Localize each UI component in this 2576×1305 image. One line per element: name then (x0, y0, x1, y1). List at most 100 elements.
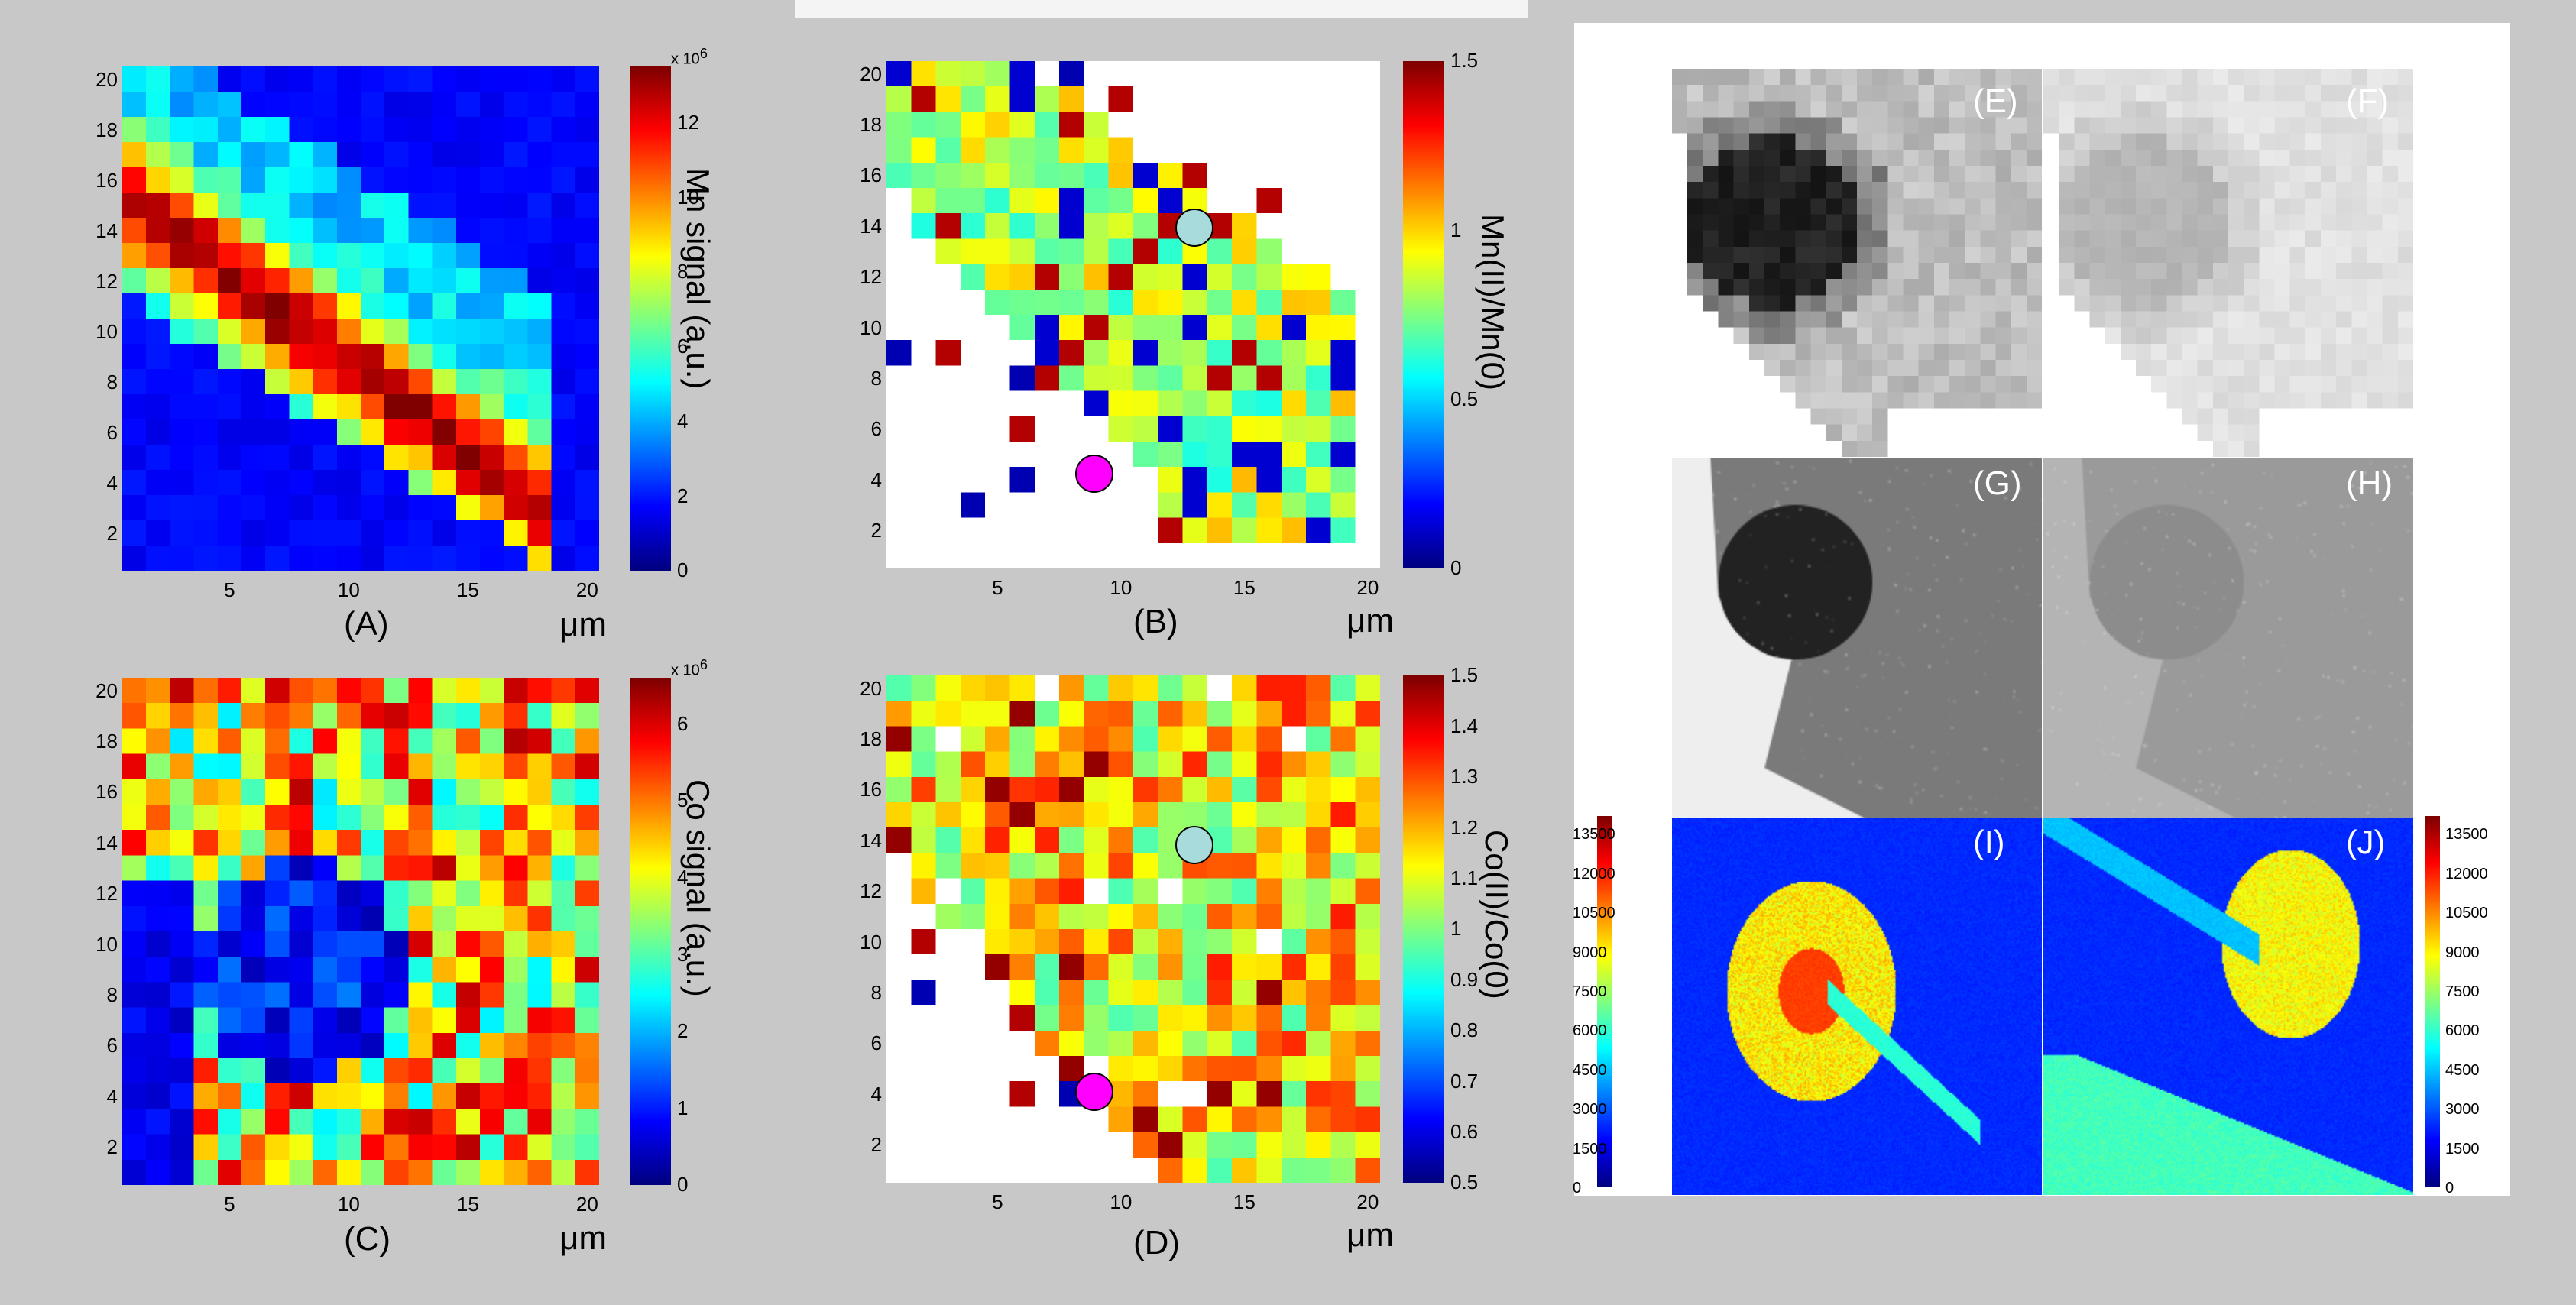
colorbar-tick-label: 10500 (2445, 905, 2488, 922)
heatmap-mn-signal (122, 66, 599, 571)
x-tick-label: 20 (575, 1193, 598, 1216)
x-tick-label: 10 (337, 1193, 360, 1216)
colorbar-tick-label: 3 (677, 942, 689, 966)
colorbar-title-d: Co(II)/Co(0) (1479, 830, 1515, 999)
y-tick-label: 10 (96, 932, 118, 956)
y-tick-label: 10 (860, 316, 882, 339)
markers-b (1075, 209, 1213, 493)
y-tick-label: 14 (96, 219, 118, 242)
x-tick-label: 10 (1110, 1190, 1132, 1213)
y-tick-label: 4 (106, 1084, 118, 1108)
y-tick-label: 10 (96, 319, 118, 343)
colorbar-tick-label: 0 (677, 559, 689, 582)
colorbar-tick-label: 1.3 (1450, 765, 1479, 789)
y-tick-label: 8 (870, 981, 882, 1004)
x-tick-label: 20 (1356, 576, 1379, 599)
colorbar-tick-label: 0 (677, 1173, 689, 1197)
y-tick-label: 20 (860, 62, 882, 86)
y-tick-label: 14 (860, 828, 882, 852)
y-tick-label: 18 (96, 730, 118, 753)
panel-label-a: (A) (344, 605, 389, 643)
colorbar-j (2425, 816, 2440, 1187)
heatmap-mn-ratio (886, 61, 1380, 568)
colorbar-mn-signal (630, 66, 671, 571)
colorbar-exponent-c: x 106 (671, 657, 708, 679)
marker-magenta-b (1075, 455, 1113, 493)
colorbar-tick-label: 0.7 (1450, 1069, 1479, 1093)
colorbar-tick-label: 13500 (2445, 826, 2488, 844)
colorbar-tick-label: 12000 (2445, 865, 2488, 882)
y-tick-label: 4 (870, 468, 882, 491)
colorbar-tick-label: 1.1 (1450, 866, 1479, 889)
x-tick-label: 10 (1110, 576, 1132, 599)
markers-d (1075, 826, 1213, 1111)
colorbar-tick-label: 12 (677, 110, 699, 134)
y-tick-label: 20 (96, 678, 118, 702)
x-tick-label: 10 (337, 578, 360, 601)
image-f-grayscale-pixelated (2043, 69, 2413, 457)
image-j-fluorescence (2043, 818, 2413, 1195)
colorbar-exponent-a: x 106 (671, 46, 708, 68)
y-tick-label: 2 (106, 1135, 118, 1159)
colorbar-title-a: Mn signal (a.u.) (680, 168, 716, 390)
colorbar-tick-label: 4 (677, 409, 689, 432)
y-tick-label: 16 (860, 164, 882, 187)
colorbar-co-signal (630, 678, 671, 1185)
y-tick-label: 14 (96, 831, 118, 854)
y-tick-label: 12 (860, 265, 882, 289)
panel-label-d: (D) (1133, 1224, 1181, 1261)
colorbar-tick-label: 1 (677, 1096, 689, 1119)
y-tick-label: 20 (860, 676, 882, 700)
y-tick-label: 18 (860, 113, 882, 136)
colorbar-tick-label: 1.4 (1450, 714, 1479, 737)
colorbar-tick-label: 7500 (1573, 983, 1607, 1000)
image-label-h: (H) (2346, 465, 2393, 502)
panel-label-c: (C) (344, 1220, 391, 1258)
y-tick-label: 6 (106, 420, 118, 444)
unit-label-c: μm (559, 1219, 608, 1257)
unit-label-b: μm (1346, 602, 1395, 640)
marker-cyan-d (1175, 826, 1213, 864)
colorbar-tick-label: 4500 (2445, 1061, 2480, 1079)
y-tick-label: 16 (96, 780, 118, 804)
y-tick-label: 2 (870, 1133, 882, 1157)
colorbar-tick-label: 10 (677, 185, 699, 209)
colorbar-tick-label: 6 (677, 711, 689, 735)
y-tick-label: 10 (860, 930, 882, 954)
colorbar-tick-label: 8 (677, 260, 689, 283)
y-tick-label: 12 (96, 269, 118, 293)
y-tick-label: 20 (96, 67, 118, 91)
x-tick-label: 15 (456, 1193, 479, 1216)
colorbar-tick-label: 2 (677, 1019, 689, 1043)
colorbar-tick-label: 6 (677, 335, 689, 358)
y-tick-label: 8 (106, 983, 118, 1006)
y-tick-label: 4 (106, 471, 118, 494)
y-tick-label: 6 (870, 1031, 882, 1055)
colorbar-tick-label: 5 (677, 789, 689, 812)
marker-cyan-b (1175, 209, 1213, 247)
colorbar-tick-label: 0 (1450, 556, 1462, 580)
image-grid: (E) (F) (G) (H) 0 1500 3000 4500 6000 7500 900… (1573, 23, 2510, 1197)
colorbar-tick-label: 2 (677, 484, 689, 507)
x-tick-label: 5 (224, 1193, 235, 1216)
colorbar-tick-label: 0.5 (1450, 387, 1479, 411)
heatmap-co-ratio (886, 675, 1380, 1183)
colorbar-tick-label: 6000 (2445, 1022, 2480, 1040)
colorbar-tick-label: 1 (1450, 917, 1462, 941)
image-h-optical (2043, 458, 2413, 830)
image-label-i: (I) (1973, 824, 2005, 861)
y-tick-label: 12 (96, 882, 118, 905)
y-tick-label: 4 (870, 1082, 882, 1106)
colorbar-title-b: Mn(II)/Mn(0) (1475, 214, 1511, 390)
y-tick-label: 2 (106, 521, 118, 545)
y-tick-label: 2 (870, 519, 882, 542)
colorbar-tick-label: 0.5 (1450, 1171, 1479, 1194)
colorbar-tick-label: 0.8 (1450, 1018, 1479, 1042)
x-tick-label: 5 (992, 1190, 1003, 1213)
y-tick-label: 14 (860, 214, 882, 238)
colorbar-tick-label: 1500 (2445, 1140, 2480, 1158)
y-tick-label: 12 (860, 879, 882, 903)
colorbar-tick-label: 3000 (2445, 1101, 2480, 1119)
colorbar-tick-label: 7500 (2445, 983, 2480, 1000)
image-label-g: (G) (1973, 465, 2022, 502)
